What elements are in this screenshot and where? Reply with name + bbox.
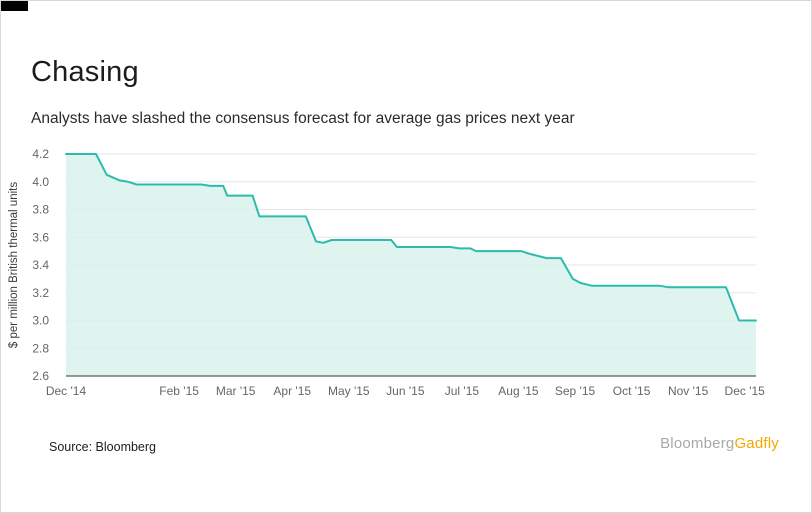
svg-text:3.0: 3.0	[32, 314, 49, 328]
svg-text:2.8: 2.8	[32, 341, 49, 355]
svg-text:Sep '15: Sep '15	[555, 384, 596, 398]
svg-text:Jun '15: Jun '15	[386, 384, 425, 398]
svg-text:Mar '15: Mar '15	[216, 384, 256, 398]
svg-text:3.8: 3.8	[32, 203, 49, 217]
svg-text:4.0: 4.0	[32, 175, 49, 189]
svg-text:$ per million British thermal: $ per million British thermal units	[8, 182, 20, 348]
svg-text:4.2: 4.2	[32, 147, 49, 161]
svg-text:Feb '15: Feb '15	[159, 384, 199, 398]
svg-text:May '15: May '15	[328, 384, 370, 398]
svg-text:3.4: 3.4	[32, 258, 49, 272]
svg-text:Nov '15: Nov '15	[668, 384, 709, 398]
source-label: Source: Bloomberg	[49, 440, 157, 454]
svg-text:Oct '15: Oct '15	[613, 384, 651, 398]
svg-text:3.2: 3.2	[32, 286, 49, 300]
svg-text:2.6: 2.6	[32, 369, 49, 383]
chart-title: Chasing	[31, 56, 139, 88]
svg-text:Aug '15: Aug '15	[498, 384, 539, 398]
brand-gadfly: Gadfly	[734, 435, 779, 452]
svg-text:3.6: 3.6	[32, 230, 49, 244]
svg-text:Dec '14: Dec '14	[46, 384, 87, 398]
brand-logo: BloombergGadfly	[660, 435, 779, 452]
bloomberg-corner-mark	[1, 1, 28, 11]
svg-text:Apr '15: Apr '15	[273, 384, 311, 398]
svg-text:Dec '15: Dec '15	[725, 384, 766, 398]
chart-subtitle: Analysts have slashed the consensus fore…	[31, 110, 575, 127]
gas-price-area-chart: 2.6 2.8 3.0 3.2 3.4 3.6 3.8 4.0 4.2 Dec '14 Feb '1…	[8, 147, 766, 398]
svg-text:Jul '15: Jul '15	[445, 384, 480, 398]
brand-bloomberg: Bloomberg	[660, 435, 735, 452]
